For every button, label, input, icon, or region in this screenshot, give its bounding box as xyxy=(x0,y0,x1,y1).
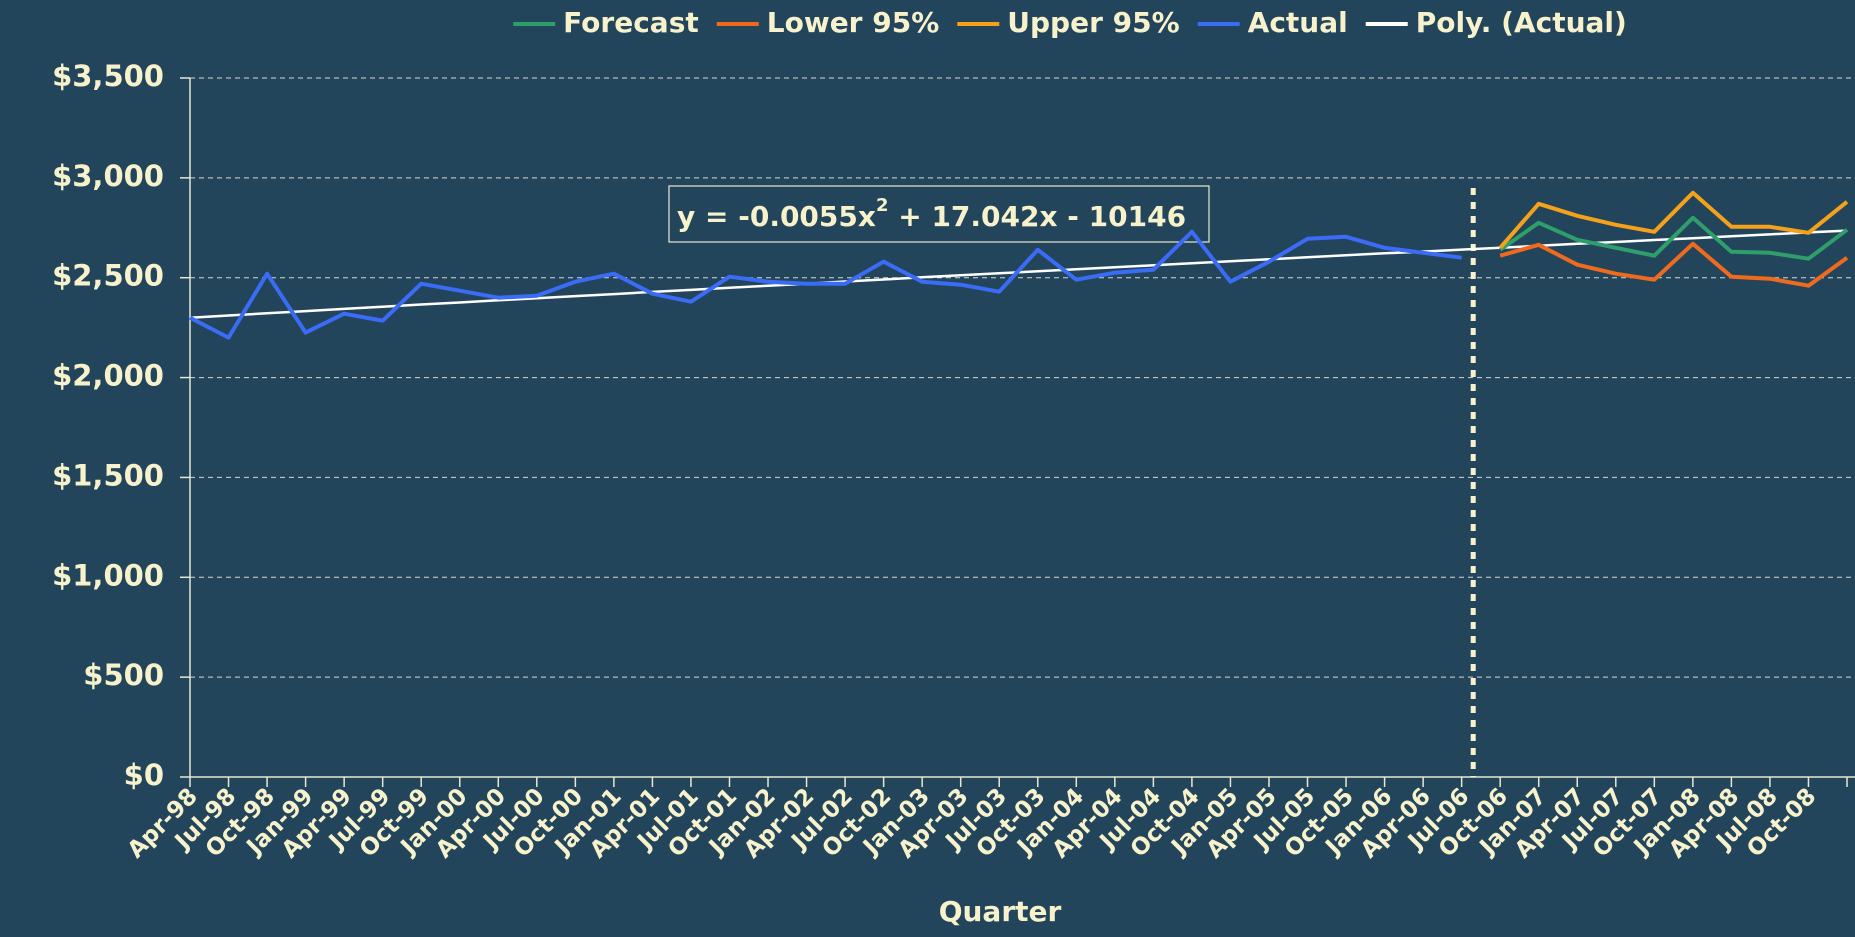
y-tick-label: $1,000 xyxy=(52,558,164,592)
y-tick-label: $2,500 xyxy=(52,259,164,293)
legend-label: Upper 95% xyxy=(1007,6,1179,39)
x-axis-title: Quarter xyxy=(939,895,1062,928)
legend-label: Poly. (Actual) xyxy=(1416,6,1627,39)
equation-part: y = -0.0055x xyxy=(677,200,876,233)
equation-exponent: 2 xyxy=(876,195,889,216)
legend-label: Actual xyxy=(1248,6,1348,39)
equation-part: + 17.042x - 10146 xyxy=(888,200,1186,233)
y-tick-label: $500 xyxy=(83,658,164,692)
equation-box xyxy=(668,185,1210,243)
series-line xyxy=(189,229,1462,340)
legend: Forecast Lower 95% Upper 95% Actual Poly. (A… xyxy=(513,6,1627,39)
y-tick-label: $3,000 xyxy=(52,159,164,193)
legend-label: Lower 95% xyxy=(767,6,940,39)
series-line xyxy=(1498,190,1849,250)
trend-equation: y = -0.0055x2 + 17.042x - 10146 xyxy=(677,195,1186,233)
y-tick-label: $0 xyxy=(124,758,164,792)
legend-label: Forecast xyxy=(563,6,699,39)
series-line xyxy=(1499,215,1849,261)
y-tick-label: $2,000 xyxy=(52,359,164,393)
y-tick-label: $3,500 xyxy=(52,59,164,93)
series-line xyxy=(1499,241,1849,288)
y-tick-label: $1,500 xyxy=(52,458,164,492)
